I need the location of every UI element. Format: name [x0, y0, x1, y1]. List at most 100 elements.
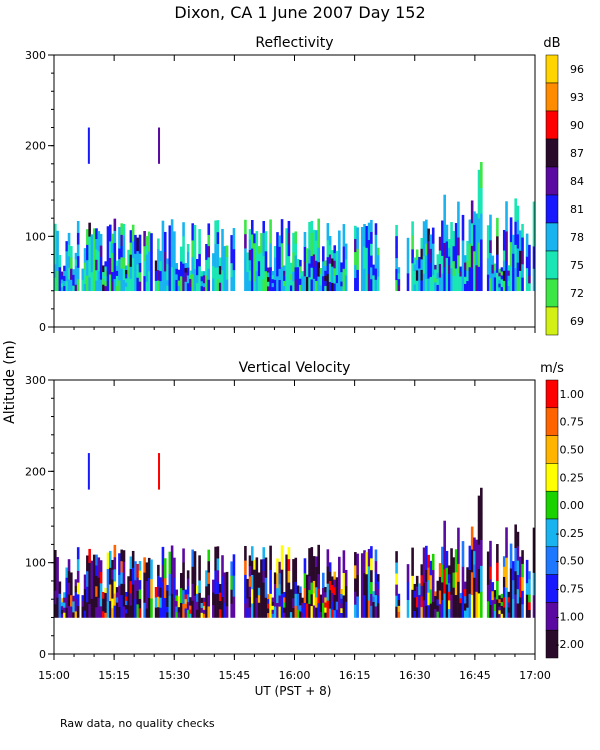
echo-cell — [58, 581, 62, 594]
echo-cell — [470, 572, 474, 596]
echo-cell — [205, 275, 208, 292]
echo-cell — [356, 269, 359, 292]
echo-cell — [459, 276, 463, 282]
echo-cell — [374, 549, 378, 562]
echo-cell — [108, 274, 112, 292]
echo-cell — [218, 282, 222, 292]
echo-cell — [505, 587, 508, 618]
echo-cell — [56, 557, 59, 578]
echo-cell — [214, 267, 217, 292]
echo-cell — [413, 257, 417, 265]
echo-cell — [463, 581, 467, 590]
echo-cell — [97, 557, 101, 578]
echo-cell — [328, 236, 332, 246]
colorbar-swatch — [545, 194, 559, 224]
echo-cell — [273, 572, 277, 584]
echo-cell — [111, 233, 114, 244]
echo-cell — [186, 586, 190, 595]
echo-cell — [475, 539, 479, 566]
echo-cell — [74, 598, 78, 606]
echo-cell — [145, 263, 149, 273]
echo-cell — [255, 231, 259, 252]
echo-cell — [182, 562, 185, 577]
echo-cell — [65, 607, 69, 618]
echo-cell — [312, 241, 316, 255]
echo-cell — [500, 605, 504, 610]
echo-cell — [122, 268, 126, 280]
echo-cell — [312, 605, 316, 618]
echo-cell — [104, 276, 107, 282]
echo-cell — [434, 604, 437, 610]
echo-cell — [317, 233, 320, 248]
echo-cell — [425, 231, 428, 244]
echo-cell — [113, 556, 117, 570]
echo-cell — [431, 227, 435, 244]
echo-cell — [525, 245, 529, 257]
echo-cell — [310, 605, 314, 618]
echo-cell — [104, 607, 107, 613]
echo-cell — [333, 268, 337, 276]
echo-cell — [184, 589, 188, 595]
echo-cell — [129, 593, 133, 606]
echo-cell — [461, 265, 465, 292]
echo-cell — [473, 264, 476, 278]
echo-cell — [186, 609, 190, 618]
echo-cell — [95, 259, 98, 271]
echo-cell — [122, 279, 126, 292]
echo-cell — [321, 572, 325, 588]
echo-cell — [145, 608, 149, 618]
echo-cell — [145, 599, 149, 609]
echo-cell — [102, 271, 105, 279]
echo-cell — [118, 227, 121, 238]
echo-cell — [443, 194, 446, 219]
echo-cell — [161, 599, 165, 618]
echo-cell — [514, 221, 517, 245]
echo-cell — [260, 578, 263, 599]
echo-cell — [255, 597, 259, 618]
echo-cell — [207, 268, 211, 280]
echo-cell — [230, 561, 233, 576]
echo-cell — [283, 602, 286, 608]
echo-cell — [509, 543, 513, 569]
echo-cell — [223, 572, 227, 588]
echo-cell — [507, 612, 511, 618]
echo-cell — [502, 250, 506, 261]
echo-cell — [354, 277, 357, 292]
echo-cell — [344, 585, 348, 602]
echo-cell — [427, 567, 430, 581]
echo-cell — [60, 286, 64, 292]
echo-cell — [257, 579, 261, 588]
echo-cell — [262, 547, 266, 560]
echo-cell — [324, 586, 327, 593]
echo-cell — [122, 246, 126, 258]
echo-cell — [434, 600, 437, 605]
echo-cell — [90, 598, 94, 618]
echo-cell — [74, 259, 78, 266]
echo-cell — [225, 606, 229, 618]
echo-cell — [157, 606, 160, 618]
echo-cell — [319, 285, 323, 292]
echo-cell — [138, 589, 142, 599]
echo-cell — [475, 239, 479, 266]
echo-cell — [360, 553, 364, 575]
echo-cell — [202, 278, 206, 284]
echo-cell — [232, 248, 236, 271]
echo-cell — [514, 244, 517, 268]
echo-cell — [168, 573, 172, 596]
echo-cell — [299, 598, 302, 606]
echo-cell — [480, 264, 483, 292]
echo-cell — [76, 255, 80, 268]
echo-cell — [374, 245, 378, 258]
echo-cell — [56, 597, 59, 618]
echo-cell — [166, 279, 169, 286]
echo-cell — [425, 581, 428, 594]
echo-cell — [138, 570, 142, 581]
echo-cell — [214, 243, 217, 268]
echo-cell — [108, 241, 112, 258]
echo-cell — [168, 247, 172, 270]
echo-cell — [276, 602, 279, 618]
echo-cell — [125, 600, 128, 606]
echo-cell — [429, 248, 433, 263]
footnote: Raw data, no quality checks — [60, 717, 215, 730]
echo-cell — [532, 268, 536, 292]
